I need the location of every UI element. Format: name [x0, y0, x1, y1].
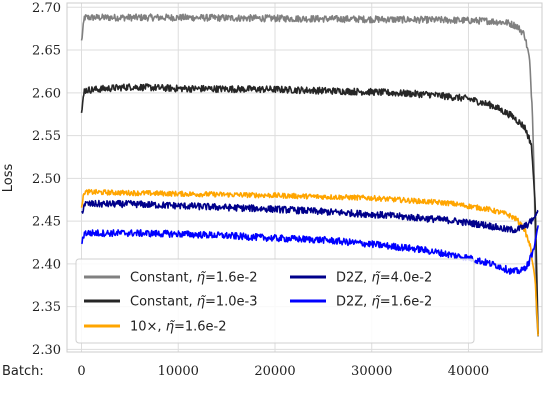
plot-frame: [66, 2, 543, 353]
series-line: [81, 199, 539, 234]
x-tick-label: 40000: [448, 364, 489, 379]
y-axis-label: Loss: [1, 164, 16, 193]
y-tick-label: 2.45: [32, 215, 61, 230]
series-line: [80, 13, 539, 337]
x-tick-label: 20000: [254, 364, 295, 379]
x-tick-label: 10000: [158, 364, 199, 379]
series-line: [80, 83, 539, 335]
legend: Constant, η̃=1.6e-2 Constant, η̃=1.0e-3 10…: [75, 258, 475, 344]
y-tick-label: 2.65: [32, 44, 61, 59]
legend-label: 10×, η̃=1.6e-2: [130, 320, 226, 335]
y-tick-label: 2.55: [32, 129, 61, 144]
legend-label: Constant, η̃=1.0e-3: [130, 295, 258, 310]
x-tick-label: 30000: [351, 364, 392, 379]
series-layer: [80, 13, 539, 337]
legend-label: D2Z, η̃=4.0e-2: [336, 271, 432, 286]
y-tick-label: 2.50: [32, 172, 61, 187]
series-line: [80, 225, 539, 275]
y-tick-label: 2.40: [32, 257, 61, 272]
legend-items: Constant, η̃=1.6e-2 Constant, η̃=1.0e-3 10…: [84, 271, 432, 335]
y-tick-label: 2.70: [32, 1, 61, 16]
y-tick-label: 2.35: [32, 300, 61, 315]
series-line: [80, 188, 539, 336]
legend-label: Constant, η̃=1.6e-2: [130, 271, 258, 286]
y-tick-label: 2.60: [32, 86, 61, 101]
x-tick-labels: 0 10000 20000 30000 40000: [77, 364, 489, 379]
x-tick-label: 0: [77, 364, 85, 379]
legend-box: [75, 258, 475, 344]
y-tick-label: 2.30: [32, 343, 61, 358]
legend-label: D2Z, η̃=1.6e-2: [336, 295, 432, 310]
x-axis-label: Batch:: [2, 364, 44, 379]
y-tick-labels: 2.30 2.35 2.40 2.45 2.50 2.55 2.60 2.65 2.70: [32, 1, 61, 358]
